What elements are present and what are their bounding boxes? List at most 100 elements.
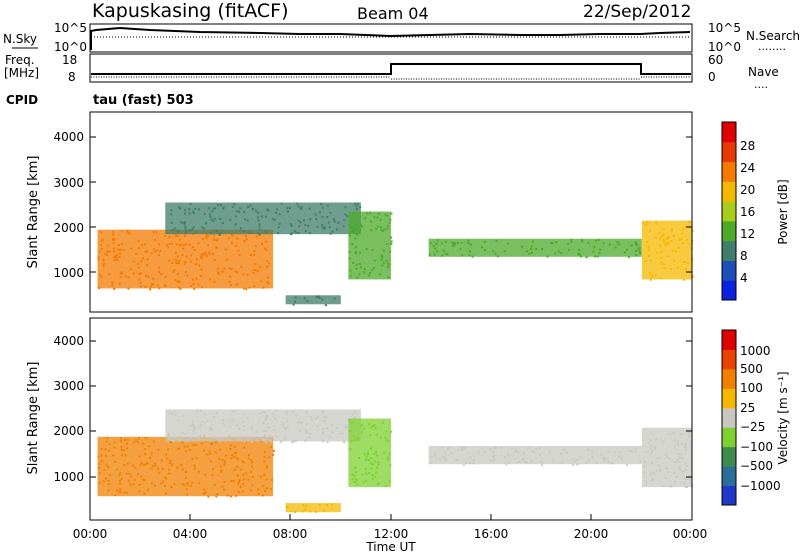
velocity-speckle xyxy=(626,463,629,466)
power-speckle xyxy=(506,242,509,245)
power-speckle xyxy=(215,229,218,232)
velocity-speckle xyxy=(191,420,194,423)
velocity-speckle xyxy=(455,458,458,461)
velocity-speckle xyxy=(100,454,103,457)
power-speckle xyxy=(238,210,241,213)
power-speckle xyxy=(158,271,161,274)
power-speckle xyxy=(434,247,437,250)
nsky-tick-bottom: 10^0 xyxy=(54,40,87,54)
power-speckle xyxy=(247,206,250,209)
power-speckle xyxy=(192,211,195,214)
nave-legend: .... xyxy=(754,78,768,91)
power-speckle xyxy=(191,246,194,249)
power-speckle xyxy=(303,297,306,300)
velocity-speckle xyxy=(243,446,246,449)
velocity-speckle xyxy=(115,468,118,471)
velocity-speckle xyxy=(264,450,267,453)
velocity-speckle xyxy=(374,427,377,430)
power-speckle xyxy=(182,244,185,247)
x-tick-0400: 04:00 xyxy=(173,527,208,541)
power-speckle xyxy=(683,261,686,264)
power-speckle xyxy=(129,268,132,271)
power-speckle xyxy=(149,288,152,291)
power-cbar-tick-16: 16 xyxy=(740,205,755,219)
power-speckle xyxy=(658,231,661,234)
power-speckle xyxy=(379,273,382,276)
velocity-speckle xyxy=(323,420,326,423)
velocity-speckle xyxy=(532,450,535,453)
power-speckle xyxy=(108,273,111,276)
power-speckle xyxy=(682,228,685,231)
power-speckle xyxy=(115,253,118,256)
velocity-speckle xyxy=(353,439,356,442)
power-speckle xyxy=(453,243,456,246)
velocity-speckle xyxy=(370,447,373,450)
power-speckle xyxy=(266,208,269,211)
power-speckle xyxy=(682,242,685,245)
velocity-speckle xyxy=(565,451,568,454)
velocity-speckle xyxy=(620,457,623,460)
velocity-speckle xyxy=(169,459,172,462)
power-speckle xyxy=(365,248,368,251)
power-speckle xyxy=(240,265,243,268)
power-cbar-tick-4: 4 xyxy=(740,271,748,285)
power-speckle xyxy=(321,215,324,218)
velocity-speckle xyxy=(430,461,433,464)
velocity-speckle xyxy=(310,418,313,421)
power-colorbar-swatch-5 xyxy=(722,181,736,202)
power-speckle xyxy=(158,266,161,269)
velocity-speckle xyxy=(658,464,661,467)
velocity-speckle xyxy=(646,450,649,453)
velocity-speckle xyxy=(221,459,224,462)
power-speckle xyxy=(331,230,334,233)
power-speckle xyxy=(139,281,142,284)
nsky-panel-frame xyxy=(89,23,693,53)
power-speckle xyxy=(176,255,179,258)
power-speckle xyxy=(371,248,374,251)
power-ytick-3000: 3000 xyxy=(53,176,84,190)
velocity-speckle xyxy=(386,456,389,459)
velocity-speckle xyxy=(221,421,224,424)
power-speckle xyxy=(280,202,283,205)
velocity-speckle xyxy=(142,442,145,445)
velocity-speckle xyxy=(670,485,673,488)
velocity-speckle xyxy=(274,417,277,420)
velocity-speckle xyxy=(142,478,145,481)
velocity-speckle xyxy=(114,493,117,496)
power-speckle xyxy=(192,210,195,213)
velocity-speckle xyxy=(685,449,688,452)
power-speckle xyxy=(560,252,563,255)
velocity-speckle xyxy=(525,461,528,464)
power-speckle xyxy=(183,262,186,265)
power-speckle xyxy=(217,267,220,270)
velocity-speckle xyxy=(268,434,271,437)
power-speckle xyxy=(252,268,255,271)
velocity-speckle xyxy=(283,426,286,429)
power-speckle xyxy=(351,243,354,246)
power-speckle xyxy=(221,222,224,225)
power-speckle xyxy=(265,259,268,262)
velocity-speckle xyxy=(584,461,587,464)
power-speckle xyxy=(646,240,649,243)
power-speckle xyxy=(234,223,237,226)
power-speckle xyxy=(194,207,197,210)
velocity-speckle xyxy=(97,455,100,458)
velocity-speckle xyxy=(517,460,520,463)
velocity-speckle xyxy=(290,510,293,513)
velocity-speckle xyxy=(361,424,364,427)
power-speckle xyxy=(156,249,159,252)
velocity-speckle xyxy=(297,420,300,423)
velocity-speckle xyxy=(242,473,245,476)
velocity-speckle xyxy=(667,471,670,474)
power-speckle xyxy=(635,254,638,257)
velocity-speckle xyxy=(371,477,374,480)
velocity-speckle xyxy=(266,426,269,429)
velocity-speckle xyxy=(677,453,680,456)
velocity-speckle xyxy=(341,431,344,434)
velocity-speckle xyxy=(521,458,524,461)
velocity-speckle xyxy=(164,484,167,487)
power-speckle xyxy=(278,222,281,225)
power-speckle xyxy=(178,286,181,289)
velocity-speckle xyxy=(171,463,174,466)
velocity-speckle xyxy=(132,483,135,486)
